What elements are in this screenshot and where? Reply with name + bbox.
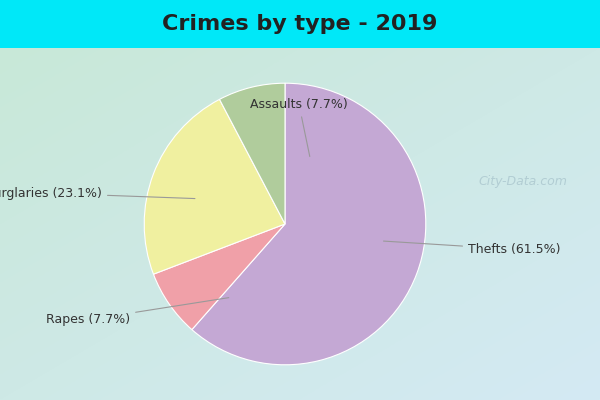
Text: Assaults (7.7%): Assaults (7.7%) — [250, 98, 348, 156]
Wedge shape — [154, 224, 285, 330]
Wedge shape — [220, 83, 285, 224]
Text: Crimes by type - 2019: Crimes by type - 2019 — [163, 14, 437, 34]
Text: Burglaries (23.1%): Burglaries (23.1%) — [0, 186, 195, 200]
Wedge shape — [144, 99, 285, 274]
Text: Rapes (7.7%): Rapes (7.7%) — [46, 298, 229, 326]
Text: City-Data.com: City-Data.com — [479, 175, 568, 188]
Wedge shape — [192, 83, 426, 365]
Text: Thefts (61.5%): Thefts (61.5%) — [383, 241, 560, 256]
